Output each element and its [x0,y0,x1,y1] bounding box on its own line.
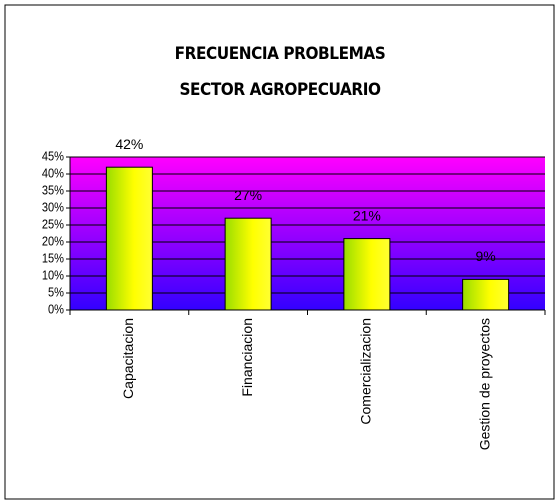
chart-title: FRECUENCIA PROBLEMAS SECTOR AGROPECUARIO [174,44,386,100]
x-tick-label: Gestion de proyectos [476,318,492,450]
data-label: 42% [115,136,143,152]
y-tick-label: 30% [42,200,64,215]
bar [224,217,272,311]
y-tick-label: 5% [48,285,64,300]
y-tick-label: 0% [48,302,64,317]
bar [343,238,391,311]
y-tick-label: 15% [42,251,64,266]
y-tick-label: 45% [42,149,64,164]
x-tick-label: Capacitacion [120,318,136,399]
x-tick-label: Financiacion [239,318,255,397]
y-tick-label: 20% [42,234,64,249]
bar [462,278,510,311]
y-tick-label: 40% [42,166,64,181]
data-label: 21% [353,207,381,223]
bar [105,166,153,311]
y-tick-label: 35% [42,183,64,198]
data-label: 27% [234,187,262,203]
y-tick-label: 10% [42,268,64,283]
y-tick-label: 25% [42,217,64,232]
data-label: 9% [476,248,496,264]
x-tick-label: Comercializacion [358,318,374,425]
